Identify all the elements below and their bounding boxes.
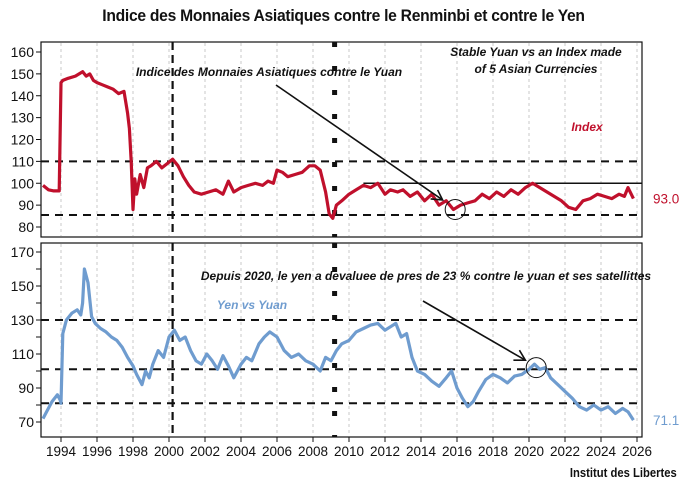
y-tick-label: 110 — [12, 346, 35, 362]
x-tick-label: 2014 — [406, 444, 437, 459]
x-tick-label: 2026 — [622, 444, 652, 459]
x-tick-label: 2002 — [190, 444, 220, 459]
y-tick-label: 110 — [12, 153, 35, 169]
panel-frame — [40, 41, 643, 238]
x-tick-label: 2012 — [370, 444, 400, 459]
annotation-arrow — [422, 300, 526, 361]
y-tick-label: 130 — [11, 312, 35, 328]
y-tick-label: 160 — [11, 44, 35, 60]
x-tick-label: 2024 — [586, 444, 617, 459]
x-tick-label: 1994 — [46, 444, 77, 459]
series-label-index: Index — [571, 120, 604, 134]
x-tick-label: 1996 — [82, 444, 112, 459]
y-tick-label: 170 — [11, 244, 35, 260]
x-tick-label: 2000 — [154, 444, 184, 459]
x-tick-label: 2016 — [442, 444, 472, 459]
x-tick-label: 2006 — [262, 444, 292, 459]
chart-title: Indice des Monnaies Asiatiques contre le… — [102, 6, 585, 25]
x-tick-label: 2004 — [226, 444, 257, 459]
annotation-arrow — [275, 84, 444, 201]
arrow-head — [513, 349, 527, 361]
x-tick-label: 2018 — [478, 444, 508, 459]
last-value-label: 93.0 — [653, 192, 679, 207]
y-tick-label: 130 — [11, 110, 35, 126]
last-value-label: 71.1 — [653, 413, 679, 428]
y-tick-label: 120 — [11, 132, 35, 148]
x-tick-label: 2020 — [514, 444, 544, 459]
highlight-circle — [444, 199, 466, 220]
arrow-head — [430, 189, 444, 201]
series-label-yen-vs-yuan: Yen vs Yuan — [217, 298, 287, 312]
y-tick-label: 150 — [11, 278, 35, 294]
highlight-circle — [525, 357, 547, 379]
top-panel: 80 90 100 110 120 130 140 150 160 93.0 Indice des … — [11, 41, 679, 238]
y-tick-label: 90 — [18, 380, 34, 396]
x-tick-label: 2010 — [334, 444, 364, 459]
bottom-panel: 70 90 110 130 150 170 71.1 Depuis 2020, le yen … — [11, 242, 679, 438]
y-tick-label: 140 — [11, 88, 35, 104]
y-tick-label: 90 — [18, 197, 34, 213]
y-tick-label: 100 — [11, 175, 35, 191]
y-tick-label: 150 — [11, 66, 35, 82]
panel-frame — [40, 242, 643, 438]
x-tick-label: 1998 — [118, 444, 148, 459]
annotation-main: Depuis 2020, le yen a devaluee de pres d… — [201, 269, 652, 283]
x-tick-label: 2022 — [550, 444, 580, 459]
annotation-note-line2: of 5 Asian Currencies — [475, 62, 598, 76]
annotation-main: Indice des Monnaies Asiatiques contre le… — [136, 65, 402, 79]
x-tick-label: 2008 — [298, 444, 328, 459]
annotation-note-line1: Stable Yuan vs an Index made — [450, 45, 622, 59]
y-tick-label: 80 — [18, 219, 34, 235]
source-label: Institut des Libertes — [570, 466, 677, 480]
y-tick-label: 70 — [18, 414, 34, 430]
